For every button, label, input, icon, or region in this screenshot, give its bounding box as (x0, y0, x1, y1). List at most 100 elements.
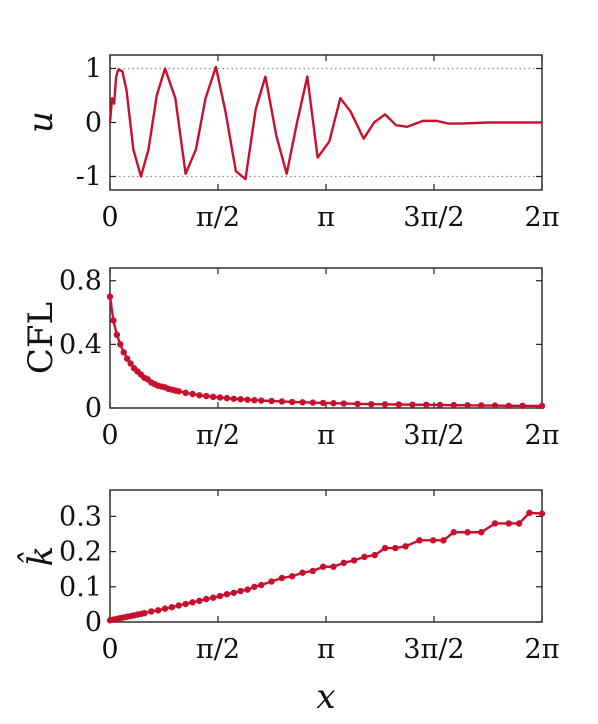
x-tick-label: π/2 (196, 202, 240, 233)
data-point (319, 563, 327, 570)
data-point (268, 578, 275, 585)
data-point (515, 520, 523, 527)
y-tick-label: 0 (85, 607, 102, 638)
y-tick-label: 0.4 (59, 329, 102, 360)
data-point (526, 509, 533, 517)
data-point (258, 397, 265, 404)
x-tick-label: π (317, 420, 335, 451)
data-point (196, 392, 203, 399)
data-point (340, 400, 347, 407)
data-point (309, 399, 317, 406)
data-point (278, 398, 286, 405)
data-point (299, 399, 306, 406)
y-tick-label: 0 (85, 108, 102, 139)
data-point (381, 401, 389, 408)
data-point (203, 392, 210, 400)
data-point (110, 317, 117, 324)
axes-box (109, 267, 543, 409)
data-point (216, 394, 224, 401)
x-tick-label: 3π/2 (403, 420, 464, 451)
data-point (371, 551, 378, 559)
x-tick-label: 0 (101, 202, 118, 233)
x-axis-label: x (316, 677, 335, 717)
data-point (182, 389, 189, 397)
data-point (237, 396, 244, 403)
data-point (464, 529, 471, 536)
panel-k-hat: 0 π/2 π 3π/2 2π 0.3 0.2 0.1 0 k̂ x (18, 489, 560, 717)
data-point (141, 610, 148, 617)
data-point (209, 393, 217, 401)
data-point (230, 589, 237, 596)
data-point (464, 402, 471, 409)
data-point (340, 559, 347, 567)
data-point (538, 402, 546, 410)
data-point (209, 594, 217, 601)
data-point (244, 586, 251, 593)
data-point (244, 396, 251, 403)
data-point (330, 563, 337, 570)
y-axis-label: k̂ (18, 546, 61, 567)
data-point (478, 529, 485, 536)
data-point (120, 349, 127, 356)
x-tick-label: 2π (525, 634, 560, 665)
data-point (106, 293, 114, 300)
data-point (189, 390, 196, 398)
data-point (216, 592, 224, 600)
data-point (161, 605, 169, 612)
y-tick-label: 0.2 (59, 537, 102, 568)
data-point (450, 529, 457, 536)
x-tick-label: 0 (101, 420, 118, 451)
data-point (117, 341, 124, 348)
x-tick-label: 2π (525, 420, 560, 451)
y-axis-label: CFL (21, 302, 61, 374)
data-point (175, 602, 182, 609)
data-point (182, 600, 189, 608)
data-point (123, 355, 131, 362)
data-point (395, 401, 402, 408)
data-point (251, 583, 258, 590)
data-point (423, 401, 430, 409)
axes-box (109, 489, 543, 623)
x-tick-label: 3π/2 (403, 202, 464, 233)
data-point (354, 400, 361, 408)
x-tick-label: π (317, 634, 335, 665)
data-point (491, 402, 499, 409)
y-tick-label: 1 (85, 54, 102, 85)
data-point (505, 402, 512, 409)
data-point (450, 401, 457, 409)
data-point (289, 573, 296, 580)
data-point (381, 544, 389, 552)
data-point (203, 595, 210, 603)
data-point (429, 537, 437, 544)
x-tick-label: π/2 (196, 420, 240, 451)
data-point (440, 537, 447, 544)
data-point (392, 544, 399, 552)
data-point (309, 567, 317, 575)
data-point (538, 510, 546, 517)
data-point (491, 520, 499, 527)
series-line (108, 65, 542, 181)
panel-u: 0 π/2 π 3π/2 2π 1 0 -1 u (21, 54, 559, 234)
y-tick-label: 0.8 (59, 266, 102, 297)
data-point (330, 400, 337, 407)
data-point (223, 590, 231, 598)
data-point (251, 397, 258, 404)
data-point (148, 608, 155, 615)
data-point (223, 394, 231, 402)
data-point (196, 597, 203, 605)
data-point (278, 574, 286, 582)
data-point (350, 557, 358, 564)
data-point (258, 581, 265, 589)
x-tick-label: 0 (101, 634, 118, 665)
data-point (268, 397, 275, 405)
data-point (127, 360, 134, 367)
data-point (289, 398, 296, 406)
data-point (361, 553, 368, 561)
data-point (519, 402, 526, 409)
data-point (175, 388, 182, 395)
data-point (436, 401, 444, 409)
data-point (409, 401, 416, 408)
y-tick-label: 0.1 (59, 572, 102, 603)
data-point (237, 587, 244, 595)
data-point (478, 402, 485, 409)
